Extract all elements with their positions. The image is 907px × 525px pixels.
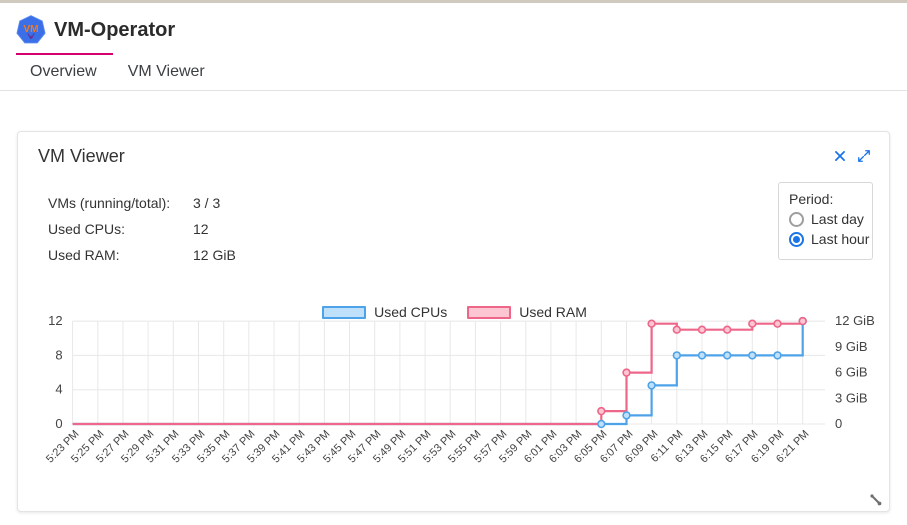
svg-text:VM: VM <box>23 24 38 35</box>
svg-text:6 GiB: 6 GiB <box>835 365 868 380</box>
svg-text:4: 4 <box>55 382 62 397</box>
svg-text:12: 12 <box>48 313 62 328</box>
svg-text:8: 8 <box>55 347 62 362</box>
svg-text:12 GiB: 12 GiB <box>835 313 875 328</box>
svg-text:0: 0 <box>55 416 62 431</box>
svg-text:9 GiB: 9 GiB <box>835 339 868 354</box>
svg-text:3 GiB: 3 GiB <box>835 390 868 405</box>
svg-text:0: 0 <box>835 416 842 431</box>
